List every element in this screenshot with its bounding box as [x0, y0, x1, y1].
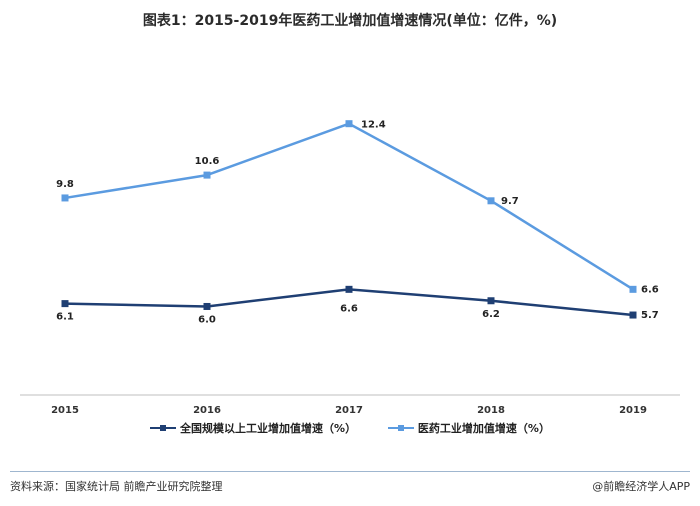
data-point-1-2	[345, 120, 353, 128]
footer-divider	[10, 471, 690, 472]
legend-label-national: 全国规模以上工业增加值增速（%）	[180, 422, 357, 435]
data-label-1-3: 9.7	[501, 196, 519, 207]
data-point-1-3	[487, 197, 495, 205]
data-point-0-4	[629, 311, 637, 319]
data-label-0-3: 6.2	[482, 309, 500, 320]
x-tick-label-2019: 2019	[619, 405, 647, 416]
legend-swatch-national	[150, 423, 177, 433]
legend-swatch-pharma	[387, 423, 414, 433]
x-tick-label-2017: 2017	[335, 405, 363, 416]
legend-item-national: 全国规模以上工业增加值增速（%）	[150, 420, 356, 436]
x-tick-label-2015: 2015	[51, 405, 79, 416]
series-line-1	[64, 122, 634, 291]
chart-legend: 全国规模以上工业增加值增速（%） 医药工业增加值增速（%）	[0, 420, 700, 436]
data-label-1-1: 10.6	[195, 156, 220, 167]
legend-item-pharma: 医药工业增加值增速（%）	[387, 420, 550, 436]
data-point-1-0	[61, 194, 69, 202]
data-label-1-0: 9.8	[56, 179, 74, 190]
source-note: 资料来源：国家统计局 前瞻产业研究院整理	[10, 480, 223, 493]
data-label-1-2: 12.4	[361, 120, 386, 131]
x-tick-label-2016: 2016	[193, 405, 221, 416]
data-point-1-1	[203, 171, 211, 179]
data-point-0-1	[203, 302, 211, 310]
data-point-0-3	[487, 297, 495, 305]
x-tick-label-2018: 2018	[477, 405, 505, 416]
data-point-1-4	[629, 285, 637, 293]
data-label-1-4: 6.6	[641, 284, 659, 295]
data-label-0-1: 6.0	[198, 314, 216, 325]
data-label-0-0: 6.1	[56, 312, 74, 323]
data-label-0-4: 5.7	[641, 310, 659, 321]
data-point-0-0	[61, 300, 69, 308]
line-chart: 2015 2016 2017 2018 2019 6.1 6.0 6.6 6.2 5.7 9.8 10…	[20, 120, 680, 416]
brand-credit: @前瞻经济学人APP	[592, 480, 690, 493]
data-point-0-2	[345, 285, 353, 293]
chart-title: 图表1：2015-2019年医药工业增加值增速情况(单位：亿件，%)	[142, 13, 558, 29]
data-label-0-2: 6.6	[340, 303, 358, 314]
legend-label-pharma: 医药工业增加值增速（%）	[417, 422, 550, 435]
